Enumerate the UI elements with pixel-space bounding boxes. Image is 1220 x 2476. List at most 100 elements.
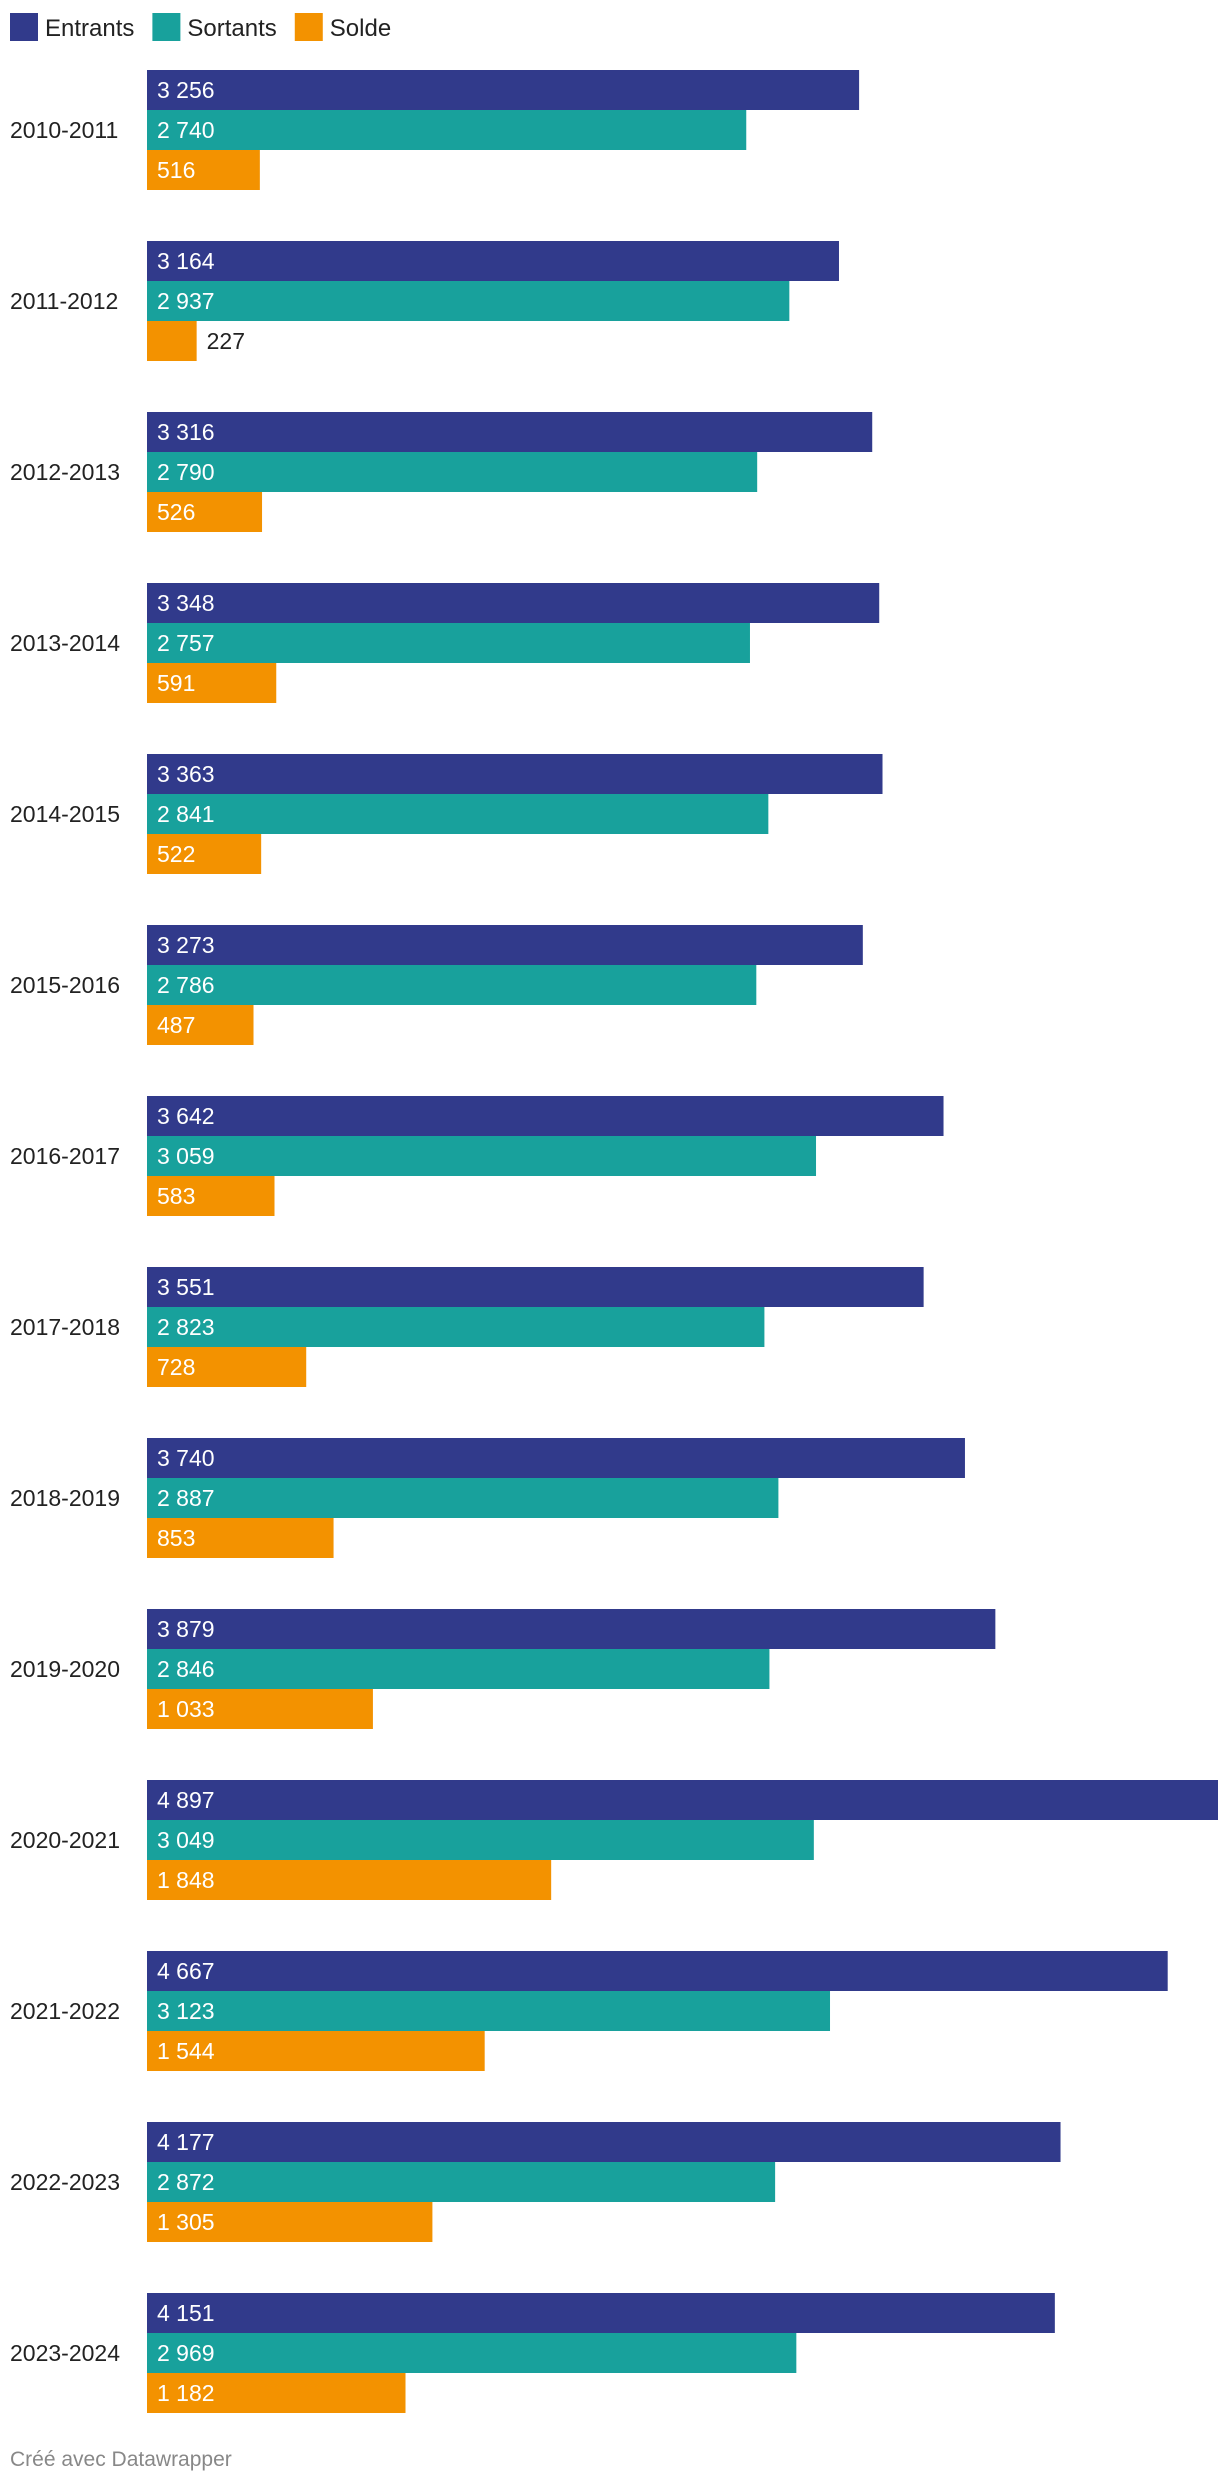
bar-entrants-2018-2019	[147, 1438, 965, 1478]
legend-swatch-solde	[294, 13, 323, 41]
value-label-entrants-2016-2017: 3 642	[157, 1103, 215, 1129]
value-label-sortants-2021-2022: 3 123	[157, 1998, 215, 2024]
bar-sortants-2015-2016	[147, 965, 757, 1005]
value-label-solde-2021-2022: 1 544	[157, 2038, 215, 2064]
plot-area: 2010-2011 3 256 2 740 516 2011-2012 3 164 2 93…	[10, 70, 1218, 2413]
legend-swatch-entrants	[10, 13, 38, 41]
value-label-entrants-2012-2013: 3 316	[157, 419, 215, 445]
category-label-2013-2014: 2013-2014	[10, 630, 120, 656]
bar-entrants-2021-2022	[147, 1951, 1168, 1991]
bar-solde-2017-2018	[147, 1347, 307, 1387]
value-label-solde-2023-2024: 1 182	[157, 2380, 215, 2406]
value-label-sortants-2012-2013: 2 790	[157, 459, 215, 485]
bar-solde-2018-2019	[147, 1518, 334, 1558]
value-label-solde-2012-2013: 526	[157, 499, 195, 525]
category-label-2020-2021: 2020-2021	[10, 1827, 120, 1853]
legend-swatch-sortants	[152, 13, 181, 41]
category-label-2023-2024: 2023-2024	[10, 2340, 120, 2366]
value-label-entrants-2013-2014: 3 348	[157, 590, 215, 616]
value-label-entrants-2020-2021: 4 897	[157, 1787, 215, 1813]
bar-sortants-2022-2023	[147, 2162, 776, 2202]
value-label-sortants-2015-2016: 2 786	[157, 972, 215, 998]
bar-solde-2012-2013	[147, 492, 263, 532]
bar-entrants-2011-2012	[147, 241, 839, 281]
category-label-2012-2013: 2012-2013	[10, 459, 120, 485]
value-label-sortants-2014-2015: 2 841	[157, 801, 215, 827]
bar-solde-2016-2017	[147, 1176, 275, 1216]
footer-credit: Créé avec Datawrapper	[10, 2448, 232, 2471]
bar-entrants-2014-2015	[147, 754, 883, 794]
value-label-entrants-2010-2011: 3 256	[157, 77, 215, 103]
value-label-solde-2022-2023: 1 305	[157, 2209, 215, 2235]
bar-entrants-2010-2011	[147, 70, 860, 110]
category-label-2018-2019: 2018-2019	[10, 1485, 120, 1511]
bar-sortants-2010-2011	[147, 110, 747, 150]
bar-sortants-2021-2022	[147, 1991, 831, 2031]
value-label-entrants-2019-2020: 3 879	[157, 1616, 215, 1642]
value-label-solde-2010-2011: 516	[157, 157, 195, 183]
value-label-sortants-2016-2017: 3 059	[157, 1143, 215, 1169]
value-label-sortants-2020-2021: 3 049	[157, 1827, 215, 1853]
bar-sortants-2013-2014	[147, 623, 750, 663]
value-label-entrants-2022-2023: 4 177	[157, 2129, 215, 2155]
legend-label-entrants: Entrants	[45, 15, 134, 42]
bar-entrants-2013-2014	[147, 583, 880, 623]
bar-sortants-2012-2013	[147, 452, 758, 492]
value-label-solde-2017-2018: 728	[157, 1354, 195, 1380]
value-label-entrants-2017-2018: 3 551	[157, 1274, 215, 1300]
category-label-2011-2012: 2011-2012	[10, 288, 118, 314]
category-label-2015-2016: 2015-2016	[10, 972, 120, 998]
value-label-sortants-2011-2012: 2 937	[157, 288, 215, 314]
bar-entrants-2022-2023	[147, 2122, 1061, 2162]
bar-sortants-2017-2018	[147, 1307, 765, 1347]
value-label-entrants-2021-2022: 4 667	[157, 1958, 215, 1984]
bar-solde-2011-2012	[147, 321, 197, 361]
value-label-solde-2020-2021: 1 848	[157, 1867, 215, 1893]
category-label-2014-2015: 2014-2015	[10, 801, 120, 827]
bar-entrants-2012-2013	[147, 412, 873, 452]
bar-solde-2022-2023	[147, 2202, 433, 2242]
category-label-2016-2017: 2016-2017	[10, 1143, 120, 1169]
bar-sortants-2014-2015	[147, 794, 769, 834]
category-label-2010-2011: 2010-2011	[10, 117, 118, 143]
legend-label-solde: Solde	[330, 15, 391, 42]
bar-solde-2023-2024	[147, 2373, 406, 2413]
bar-solde-2020-2021	[147, 1860, 552, 1900]
value-label-sortants-2023-2024: 2 969	[157, 2340, 215, 2366]
bar-sortants-2023-2024	[147, 2333, 797, 2373]
category-label-2017-2018: 2017-2018	[10, 1314, 120, 1340]
value-label-sortants-2019-2020: 2 846	[157, 1656, 215, 1682]
value-label-sortants-2017-2018: 2 823	[157, 1314, 215, 1340]
bar-solde-2014-2015	[147, 834, 262, 874]
category-label-2022-2023: 2022-2023	[10, 2169, 120, 2195]
bar-solde-2013-2014	[147, 663, 277, 703]
bar-entrants-2020-2021	[147, 1780, 1218, 1820]
value-label-solde-2019-2020: 1 033	[157, 1696, 215, 1722]
bar-solde-2021-2022	[147, 2031, 485, 2071]
value-label-solde-2015-2016: 487	[157, 1012, 195, 1038]
value-label-entrants-2014-2015: 3 363	[157, 761, 215, 787]
bar-sortants-2020-2021	[147, 1820, 814, 1860]
legend-label-sortants: Sortants	[187, 15, 276, 42]
bar-solde-2010-2011	[147, 150, 260, 190]
bar-sortants-2011-2012	[147, 281, 790, 321]
value-label-entrants-2015-2016: 3 273	[157, 932, 215, 958]
value-label-entrants-2018-2019: 3 740	[157, 1445, 215, 1471]
bar-sortants-2018-2019	[147, 1478, 779, 1518]
bar-entrants-2023-2024	[147, 2293, 1055, 2333]
value-label-sortants-2018-2019: 2 887	[157, 1485, 215, 1511]
category-label-2019-2020: 2019-2020	[10, 1656, 120, 1682]
category-label-2021-2022: 2021-2022	[10, 1998, 120, 2024]
bar-solde-2015-2016	[147, 1005, 254, 1045]
bar-sortants-2019-2020	[147, 1649, 770, 1689]
bar-entrants-2019-2020	[147, 1609, 996, 1649]
bar-entrants-2015-2016	[147, 925, 863, 965]
value-label-solde-2016-2017: 583	[157, 1183, 195, 1209]
value-label-solde-2014-2015: 522	[157, 841, 195, 867]
bar-entrants-2016-2017	[147, 1096, 944, 1136]
value-label-entrants-2023-2024: 4 151	[157, 2300, 215, 2326]
value-label-entrants-2011-2012: 3 164	[157, 248, 215, 274]
value-label-sortants-2010-2011: 2 740	[157, 117, 215, 143]
legend: Entrants Sortants Solde	[10, 13, 391, 42]
